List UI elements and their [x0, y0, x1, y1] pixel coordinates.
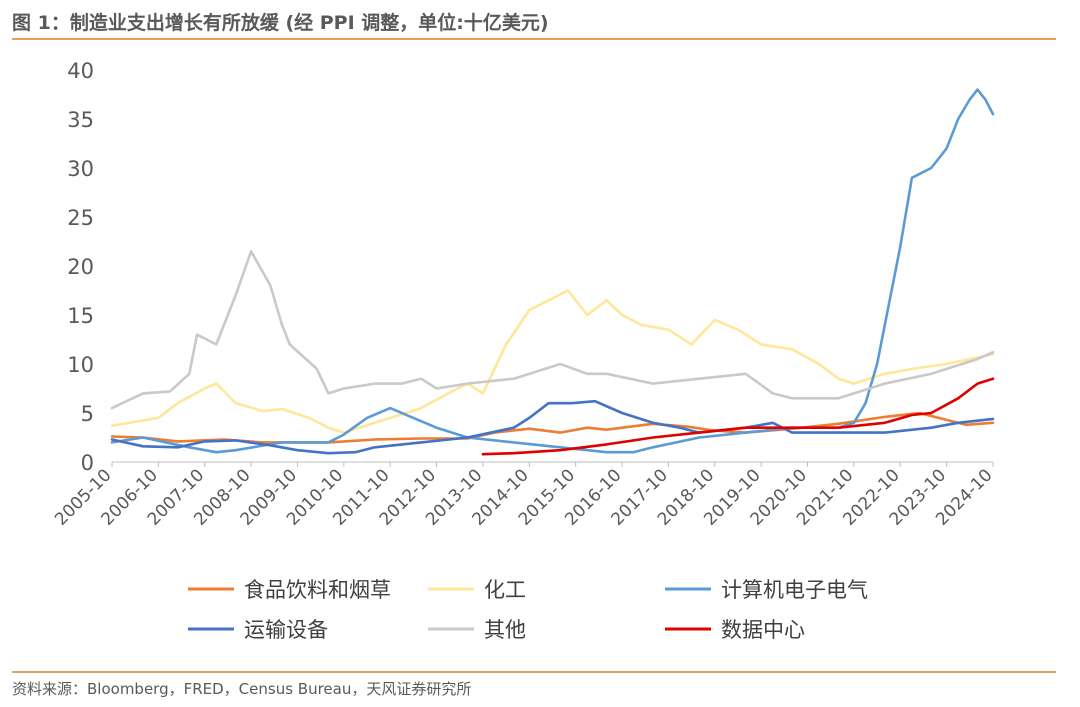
source-divider	[12, 671, 1056, 673]
series-line-3	[110, 399, 995, 455]
y-tick-label: 15	[67, 304, 94, 328]
legend-label: 其他	[484, 618, 526, 642]
title-divider	[12, 38, 1056, 40]
y-tick-label: 20	[67, 255, 94, 279]
legend-label: 数据中心	[721, 618, 805, 642]
y-tick-label: 30	[67, 157, 94, 181]
x-axis: 2005-102006-102007-102008-102009-102010-…	[51, 461, 997, 530]
series-line-2	[110, 88, 995, 454]
y-tick-label: 0	[81, 451, 94, 475]
series-line-5	[481, 377, 995, 456]
legend-label: 计算机电子电气	[721, 578, 868, 602]
series-line-4	[110, 250, 995, 410]
y-axis: 0 5 10 15 20 25 30 35 40	[67, 59, 94, 475]
series-line-1	[110, 289, 995, 434]
y-tick-label: 40	[67, 59, 94, 83]
y-tick-label: 10	[67, 353, 94, 377]
line-chart: 0 5 10 15 20 25 30 35 40 2005-102006-102007-1020…	[51, 59, 997, 642]
legend-label: 食品饮料和烟草	[244, 578, 391, 602]
chart-title: 图 1：制造业支出增长有所放缓 (经 PPI 调整，单位:十亿美元)	[12, 12, 549, 34]
source-note: 资料来源：Bloomberg，FRED，Census Bureau，天风证券研究…	[12, 680, 472, 698]
y-tick-label: 35	[67, 108, 94, 132]
series-layer	[110, 88, 995, 456]
legend-label: 化工	[484, 578, 526, 602]
series-line-0	[110, 411, 995, 444]
legend-label: 运输设备	[244, 618, 328, 642]
y-tick-label: 25	[67, 206, 94, 230]
y-tick-label: 5	[81, 402, 94, 426]
